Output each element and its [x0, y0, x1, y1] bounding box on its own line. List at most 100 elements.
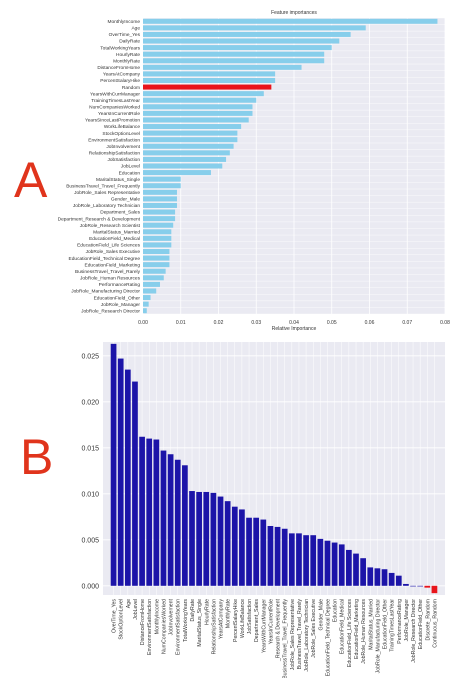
chart-b-bar [253, 517, 260, 586]
chart-b-bar [167, 454, 174, 586]
chart-b-y-tick-label: 0.025 [81, 353, 99, 360]
chart-b-bar [353, 553, 359, 586]
chart-a-category-label: Department_Research & Development [58, 216, 141, 222]
chart-b-bar [281, 528, 288, 586]
chart-b-category-label: JobRole_Human Resources [361, 599, 367, 664]
chart-a-category-label: YearsWithCurrManager [90, 91, 140, 97]
chart-a-category-label: EducationField_Medical [89, 236, 140, 242]
chart-b-bar [403, 583, 409, 586]
chart-a-category-label: JobRole_Sales Executive [86, 249, 141, 255]
chart-a-bar [143, 25, 366, 31]
panel-label-a: A [14, 152, 48, 208]
chart-b-category-label: DailyRate [190, 599, 196, 622]
chart-b-category-label: TotalWorkingYears [183, 599, 189, 642]
chart-a-category-label: JobLevel [121, 164, 140, 170]
chart-a-bar [143, 137, 238, 143]
chart-a-bar [143, 235, 172, 241]
chart-b-bar [431, 585, 438, 594]
chart-a-bar [143, 130, 238, 136]
chart-a-category-label: DistanceFromHome [97, 65, 140, 71]
chart-b-bar [110, 343, 117, 586]
chart-a-category-label: StockOptionLevel [102, 131, 140, 137]
chart-a-category-label: JobSatisfaction [107, 157, 140, 163]
chart-b-category-label: JobRole_Sales Representative [290, 599, 296, 670]
chart-b-category-label: _Research & Development [276, 598, 282, 662]
chart-a-bar [143, 288, 157, 294]
chart-b-category-label: PerformanceRating [397, 599, 403, 644]
chart-b-bar [124, 369, 131, 586]
chart-b-category-label: EnvironmentSatisfaction [147, 599, 153, 655]
chart-b-category-label: JobRole_Research Director [411, 599, 417, 663]
chart-a-bar [143, 268, 166, 274]
chart-b-bar [239, 509, 245, 586]
chart-a-bar [143, 170, 211, 176]
chart-b-category-label: JobRole_Manager [404, 599, 410, 642]
chart-a-category-label: YearsAtCompany [103, 72, 141, 78]
chart-b-category-label: Discrete_Random [425, 599, 431, 641]
chart-b-category-label: JobLevel [133, 599, 139, 620]
chart-a-category-label: RelationshipSatisfaction [89, 151, 141, 157]
chart-a-x-tick-label: 0.02 [214, 320, 224, 326]
chart-b-category-label: NumCompaniesWorked [161, 599, 167, 654]
chart-b-category-label: BusinessTravel_Travel_Rarely [297, 599, 303, 670]
chart-a-bar [143, 262, 170, 268]
chart-b-bar [346, 549, 352, 586]
chart-b-category-label: EnvironmentSatisfaction [176, 599, 182, 655]
chart-a-x-tick-label: 0.03 [251, 320, 261, 326]
chart-b-category-label: HourlyRate [204, 599, 210, 625]
chart-b-category-label: StockOptionLevel [119, 599, 125, 640]
chart-a-x-tick-label: 0.04 [289, 320, 299, 326]
chart-b-category-label: MaritalStatus_Married [368, 599, 374, 650]
chart-a-bar [143, 77, 276, 83]
chart-b-bar [274, 526, 281, 586]
chart-b-bar [174, 459, 181, 586]
chart-b-y-tick-label: 0.010 [81, 491, 99, 498]
chart-a-bar [143, 117, 249, 123]
chart-a-bar [143, 281, 160, 287]
chart-b-bar [417, 585, 424, 587]
chart-a-bar [143, 64, 302, 70]
chart-a-bar [143, 202, 177, 208]
chart-b-bar [189, 491, 195, 586]
chart-b-category-label: Continuous_Random [432, 599, 438, 648]
chart-a-category-label: PercentSalaryHike [100, 78, 140, 84]
chart-a-category-label: BusinessTravel_Travel_Frequently [66, 183, 140, 189]
chart-a-category-label: EducationField_Other [94, 295, 141, 301]
chart-b-bar [288, 533, 295, 586]
chart-b-category-label: YearsWithCurrManager [261, 599, 267, 653]
chart-a-category-label: WorkLifeBalance [104, 124, 141, 130]
chart-b-bar [388, 572, 395, 586]
chart-b-bar [132, 381, 138, 586]
chart-a-bar [143, 255, 170, 261]
chart-a-bar [143, 196, 177, 202]
chart-b-bar [367, 567, 374, 586]
chart-a-bar [143, 58, 325, 64]
chart-b-category-label: JobRole_Manufacturing Director [375, 599, 381, 674]
chart-b-bar [260, 519, 267, 586]
chart-a-category-label: JobRole_Manager [101, 302, 141, 308]
chart-a-feature-importances: MonthlyIncomeAgeOverTime_YesDailyRateTot… [58, 10, 450, 332]
chart-a-bar [143, 51, 325, 57]
chart-a-bar [143, 189, 177, 195]
chart-a-bar [143, 242, 172, 248]
chart-a-category-label: EducationField_Marketing [85, 262, 141, 268]
chart-b-bar [139, 436, 145, 586]
chart-a-bar [143, 84, 272, 90]
chart-b-category-label: EducationField_Other [383, 599, 389, 649]
chart-a-bar [143, 176, 181, 182]
chart-b-bar [331, 542, 338, 586]
chart-a-category-label: NumCompaniesWorked [89, 105, 140, 111]
chart-b-bar [324, 540, 331, 586]
chart-b-bar [410, 585, 416, 587]
chart-a-x-axis-label: Relative Importance [272, 326, 317, 332]
chart-a-category-label: MonthlyRate [113, 58, 140, 64]
chart-a-category-label: Random [122, 85, 140, 91]
chart-b-category-label: TrainingTimesLastYear [390, 599, 396, 652]
chart-b-category-label: MonthlyRate [226, 599, 232, 628]
chart-b-bar [424, 585, 431, 588]
chart-b-category-label: JobSatisfaction [247, 599, 253, 634]
chart-a-bar [143, 295, 151, 301]
chart-a-category-label: MonthlyIncome [107, 19, 140, 25]
chart-a-category-label: HourlyRate [116, 52, 140, 58]
